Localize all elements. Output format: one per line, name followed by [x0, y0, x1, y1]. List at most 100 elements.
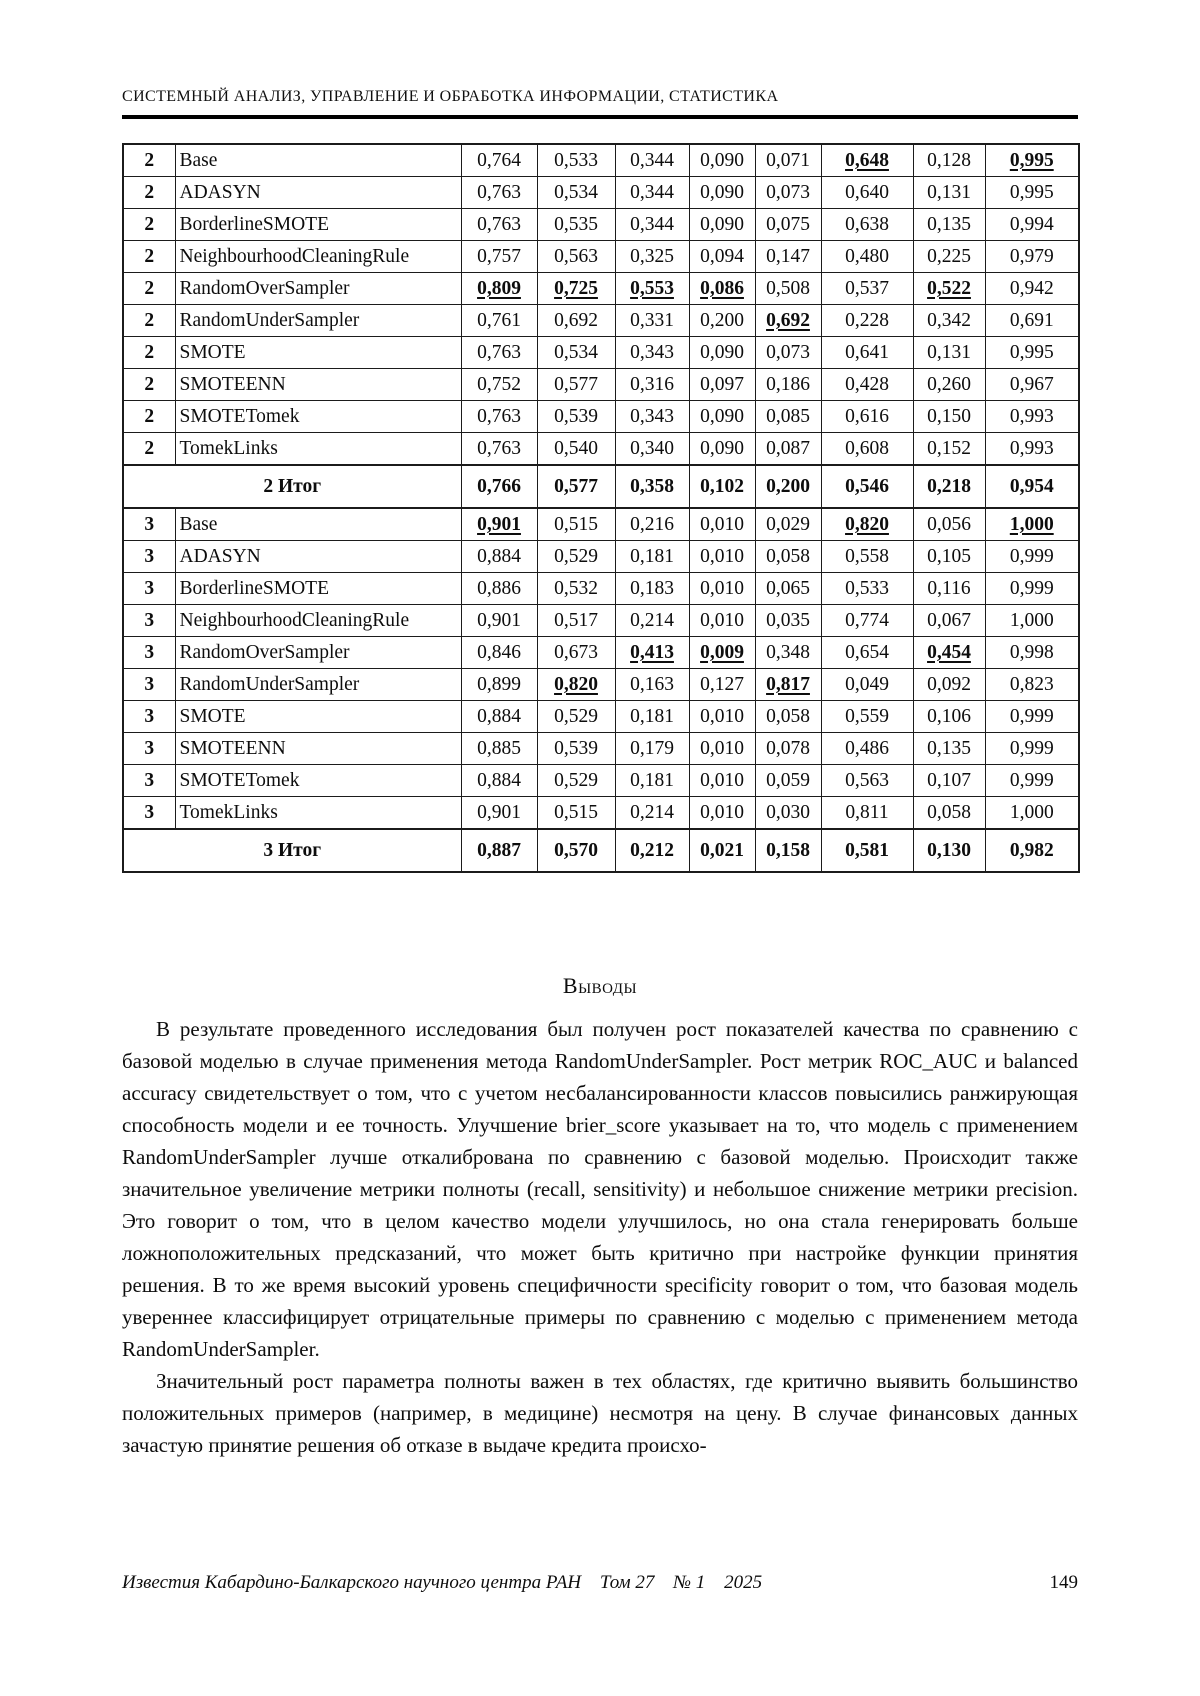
metric-value-cell: 0,090 — [688, 400, 756, 433]
method-name-cell: TomekLinks — [174, 796, 462, 830]
metric-value-cell: 0,181 — [614, 700, 690, 733]
metric-value-cell: 0,654 — [820, 636, 914, 669]
group-number-cell: 2 — [122, 208, 176, 241]
metric-value-cell: 0,763 — [460, 208, 538, 241]
metric-value-cell: 0,553 — [614, 272, 690, 305]
table-row: 2 SMOTETomek 0,763 0,539 0,343 0,090 0,085 0,61… — [122, 400, 1080, 433]
metric-value-cell: 0,954 — [984, 464, 1080, 509]
group-number-cell: 2 — [122, 400, 176, 433]
metric-value-cell: 0,995 — [984, 176, 1080, 209]
total-label-cell: 3 Итог — [122, 828, 462, 873]
metric-value-cell: 0,546 — [820, 464, 914, 509]
group-number-cell: 3 — [122, 604, 176, 637]
metric-value-cell: 0,200 — [688, 304, 756, 337]
table-row: 3 ADASYN 0,884 0,529 0,181 0,010 0,058 0,558 0,1… — [122, 540, 1080, 573]
metric-value-cell: 0,214 — [614, 796, 690, 830]
metric-value-cell: 0,995 — [984, 143, 1080, 177]
metric-value-cell: 0,752 — [460, 368, 538, 401]
metric-value-cell: 0,158 — [754, 828, 822, 873]
metric-value-cell: 0,358 — [614, 464, 690, 509]
method-name-cell: SMOTEENN — [174, 368, 462, 401]
metric-value-cell: 0,517 — [536, 604, 616, 637]
journal-name: Известия Кабардино-Балкарского научного … — [122, 1572, 582, 1593]
metric-value-cell: 0,049 — [820, 668, 914, 701]
total-row: 2 Итог 0,766 0,577 0,358 0,102 0,200 0,546 0,21… — [122, 464, 1080, 509]
metric-value-cell: 0,809 — [460, 272, 538, 305]
metric-value-cell: 0,413 — [614, 636, 690, 669]
metric-value-cell: 0,090 — [688, 208, 756, 241]
metric-value-cell: 0,886 — [460, 572, 538, 605]
metric-value-cell: 0,152 — [912, 432, 986, 466]
metric-value-cell: 0,884 — [460, 700, 538, 733]
metric-value-cell: 0,692 — [536, 304, 616, 337]
metric-value-cell: 0,515 — [536, 507, 616, 541]
group-number-cell: 3 — [122, 507, 176, 541]
conclusions-heading: Выводы — [562, 973, 638, 998]
method-name-cell: RandomUnderSampler — [174, 304, 462, 337]
metric-value-cell: 0,725 — [536, 272, 616, 305]
metric-value-cell: 0,529 — [536, 700, 616, 733]
group-number-cell: 3 — [122, 572, 176, 605]
metric-value-cell: 0,102 — [688, 464, 756, 509]
table-row: 2 BorderlineSMOTE 0,763 0,535 0,344 0,090 0,07… — [122, 208, 1080, 241]
running-head: СИСТЕМНЫЙ АНАЛИЗ, УПРАВЛЕНИЕ И ОБРАБОТКА… — [122, 88, 779, 105]
conclusions-text: В результате проведенного исследования б… — [122, 1013, 1078, 1461]
metric-value-cell: 0,147 — [754, 240, 822, 273]
metric-value-cell: 0,570 — [536, 828, 616, 873]
metric-value-cell: 0,529 — [536, 764, 616, 797]
metric-value-cell: 0,163 — [614, 668, 690, 701]
method-name-cell: ADASYN — [174, 176, 462, 209]
metric-value-cell: 0,559 — [820, 700, 914, 733]
metric-value-cell: 0,179 — [614, 732, 690, 765]
metric-value-cell: 0,212 — [614, 828, 690, 873]
table-row: 2 Base 0,764 0,533 0,344 0,090 0,071 0,648 0,128… — [122, 143, 1080, 177]
metric-value-cell: 0,428 — [820, 368, 914, 401]
metric-value-cell: 0,648 — [820, 143, 914, 177]
metric-value-cell: 0,021 — [688, 828, 756, 873]
metric-value-cell: 0,539 — [536, 400, 616, 433]
metric-value-cell: 0,577 — [536, 368, 616, 401]
metric-value-cell: 0,183 — [614, 572, 690, 605]
table-row: 3 BorderlineSMOTE 0,886 0,532 0,183 0,010 0,06… — [122, 572, 1080, 605]
metric-value-cell: 0,887 — [460, 828, 538, 873]
group-number-cell: 2 — [122, 336, 176, 369]
metric-value-cell: 0,058 — [754, 540, 822, 573]
table-row: 3 TomekLinks 0,901 0,515 0,214 0,010 0,030 0,81… — [122, 796, 1080, 830]
metric-value-cell: 0,540 — [536, 432, 616, 466]
metric-value-cell: 0,763 — [460, 432, 538, 466]
metric-value-cell: 0,532 — [536, 572, 616, 605]
total-row: 3 Итог 0,887 0,570 0,212 0,021 0,158 0,581 0,13… — [122, 828, 1080, 873]
metric-value-cell: 0,010 — [688, 604, 756, 637]
metric-value-cell: 0,030 — [754, 796, 822, 830]
metric-value-cell: 0,131 — [912, 336, 986, 369]
metric-value-cell: 0,942 — [984, 272, 1080, 305]
metric-value-cell: 0,331 — [614, 304, 690, 337]
metric-value-cell: 0,763 — [460, 336, 538, 369]
metric-value-cell: 0,228 — [820, 304, 914, 337]
group-number-cell: 3 — [122, 764, 176, 797]
metric-value-cell: 0,999 — [984, 540, 1080, 573]
method-name-cell: SMOTEENN — [174, 732, 462, 765]
metric-value-cell: 0,200 — [754, 464, 822, 509]
metric-value-cell: 0,539 — [536, 732, 616, 765]
metric-value-cell: 0,533 — [820, 572, 914, 605]
metric-value-cell: 0,563 — [820, 764, 914, 797]
metric-value-cell: 0,901 — [460, 796, 538, 830]
metric-value-cell: 0,533 — [536, 143, 616, 177]
metric-value-cell: 0,078 — [754, 732, 822, 765]
metric-value-cell: 0,181 — [614, 764, 690, 797]
group-number-cell: 3 — [122, 636, 176, 669]
metric-value-cell: 0,010 — [688, 507, 756, 541]
metric-value-cell: 0,130 — [912, 828, 986, 873]
issue-label: № 1 — [673, 1572, 706, 1593]
group-number-cell: 3 — [122, 668, 176, 701]
metric-value-cell: 0,343 — [614, 400, 690, 433]
metric-value-cell: 0,999 — [984, 572, 1080, 605]
metric-value-cell: 0,071 — [754, 143, 822, 177]
metric-value-cell: 0,090 — [688, 432, 756, 466]
metric-value-cell: 0,998 — [984, 636, 1080, 669]
metric-value-cell: 0,535 — [536, 208, 616, 241]
metric-value-cell: 0,342 — [912, 304, 986, 337]
table-row: 2 ADASYN 0,763 0,534 0,344 0,090 0,073 0,640 0,1… — [122, 176, 1080, 209]
